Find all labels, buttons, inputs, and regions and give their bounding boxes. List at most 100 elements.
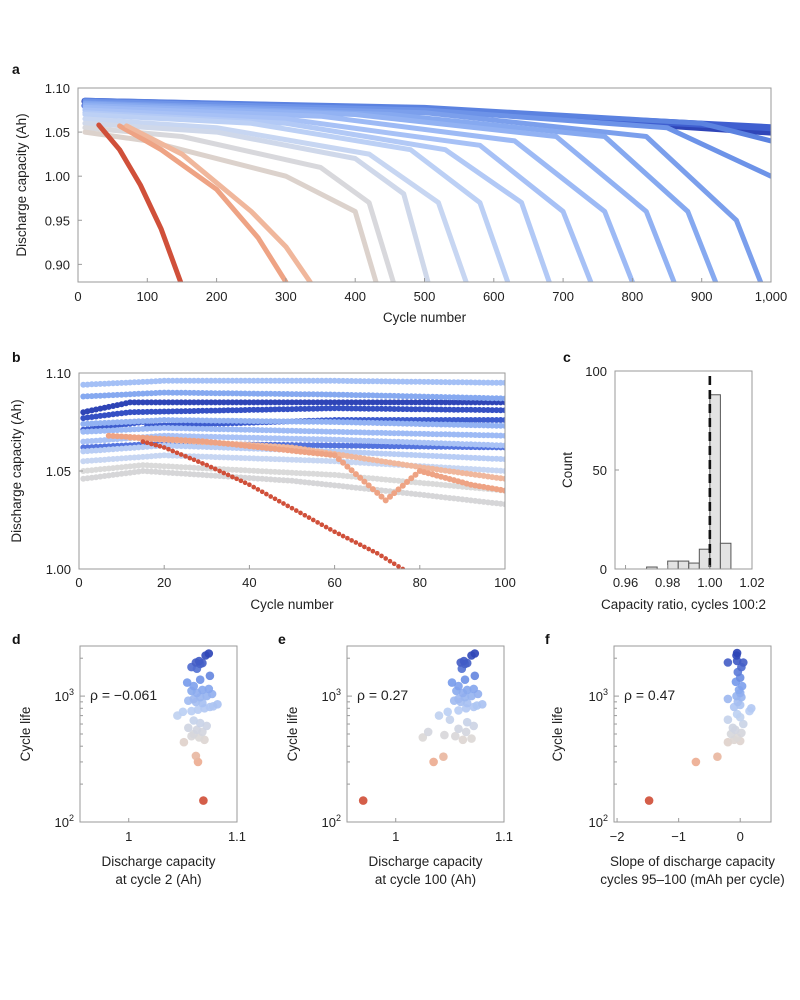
data-point xyxy=(229,407,236,414)
data-point xyxy=(246,443,253,450)
data-point xyxy=(165,452,172,459)
data-point xyxy=(93,392,99,399)
data-point xyxy=(284,447,291,454)
data-point xyxy=(357,429,364,436)
data-point xyxy=(280,427,287,434)
data-point xyxy=(280,435,287,442)
x-tick-label: 0.98 xyxy=(655,575,680,590)
data-point xyxy=(237,417,244,424)
hist-bar xyxy=(709,394,721,570)
data-point xyxy=(118,445,125,452)
data-point xyxy=(118,379,125,386)
data-point xyxy=(272,435,278,442)
data-point xyxy=(84,381,91,388)
data-point xyxy=(229,377,236,384)
data-point xyxy=(192,725,202,735)
data-point xyxy=(433,406,440,413)
data-point xyxy=(267,427,274,434)
data-point xyxy=(438,394,445,400)
data-point xyxy=(233,399,240,406)
x-tick-label: 700 xyxy=(552,289,574,304)
data-point xyxy=(84,428,91,435)
data-point xyxy=(263,476,270,483)
data-point xyxy=(250,377,257,384)
data-point xyxy=(178,707,188,717)
data-point xyxy=(105,465,112,472)
data-point xyxy=(429,431,436,438)
data-point xyxy=(348,399,355,406)
data-point xyxy=(348,419,355,426)
data-point xyxy=(412,452,419,459)
data-point xyxy=(135,409,142,415)
y-tick-label: 1.05 xyxy=(45,125,70,140)
data-point xyxy=(433,440,440,447)
data-point xyxy=(438,399,445,406)
data-point xyxy=(213,700,222,709)
data-point xyxy=(387,405,393,412)
data-point xyxy=(242,418,249,424)
data-point xyxy=(348,449,355,456)
data-point xyxy=(204,684,214,694)
data-point xyxy=(404,420,410,427)
data-point xyxy=(203,444,210,450)
data-point xyxy=(362,544,367,550)
data-point xyxy=(114,464,121,471)
y-tick-label: 1.00 xyxy=(46,562,71,577)
data-point xyxy=(179,737,189,747)
data-point xyxy=(259,427,266,434)
data-point xyxy=(169,442,176,449)
x-tick-label: 200 xyxy=(206,289,228,304)
data-point xyxy=(169,399,176,406)
data-point xyxy=(208,426,215,432)
data-point xyxy=(264,491,269,497)
data-point xyxy=(156,417,163,424)
data-point xyxy=(237,399,244,406)
data-point xyxy=(395,477,402,484)
data-point xyxy=(208,464,214,470)
data-point xyxy=(323,405,330,412)
data-point xyxy=(352,449,359,456)
data-point xyxy=(195,390,202,396)
data-point xyxy=(220,454,227,461)
data-point xyxy=(144,399,151,406)
data-point xyxy=(203,472,210,479)
data-point xyxy=(357,392,364,399)
data-point xyxy=(242,377,249,384)
data-point xyxy=(439,752,448,761)
data-point xyxy=(233,454,240,461)
x-tick-label: 1.00 xyxy=(697,575,722,590)
data-point xyxy=(340,436,347,443)
data-point xyxy=(195,443,202,450)
data-point xyxy=(467,379,474,386)
data-point xyxy=(212,433,219,440)
data-point xyxy=(259,406,266,413)
data-point xyxy=(148,417,155,424)
data-point xyxy=(416,393,423,400)
data-point xyxy=(344,399,351,406)
x-axis-label-line2: cycles 95–100 (mAh per cycle) xyxy=(600,872,785,887)
data-point xyxy=(267,418,274,425)
data-point xyxy=(191,433,197,440)
x-axis-label: Capacity ratio, cycles 100:2 xyxy=(601,597,766,612)
data-point xyxy=(237,434,244,441)
data-point xyxy=(254,377,261,384)
data-point xyxy=(318,391,325,398)
data-point xyxy=(259,377,266,384)
data-point xyxy=(454,694,463,704)
data-point xyxy=(480,466,487,473)
data-point xyxy=(425,439,432,446)
data-point xyxy=(140,439,146,444)
data-point xyxy=(331,436,338,443)
data-point xyxy=(276,406,283,413)
data-point xyxy=(191,425,197,432)
data-point xyxy=(212,472,219,479)
data-point xyxy=(118,391,125,398)
data-point xyxy=(105,392,112,399)
series-line-cell-life-335 xyxy=(124,123,313,282)
x-tick-label: 1 xyxy=(392,829,399,844)
data-point xyxy=(446,440,453,447)
data-point xyxy=(408,443,415,450)
data-point xyxy=(156,408,163,415)
data-point xyxy=(135,462,142,469)
data-point xyxy=(254,434,261,441)
